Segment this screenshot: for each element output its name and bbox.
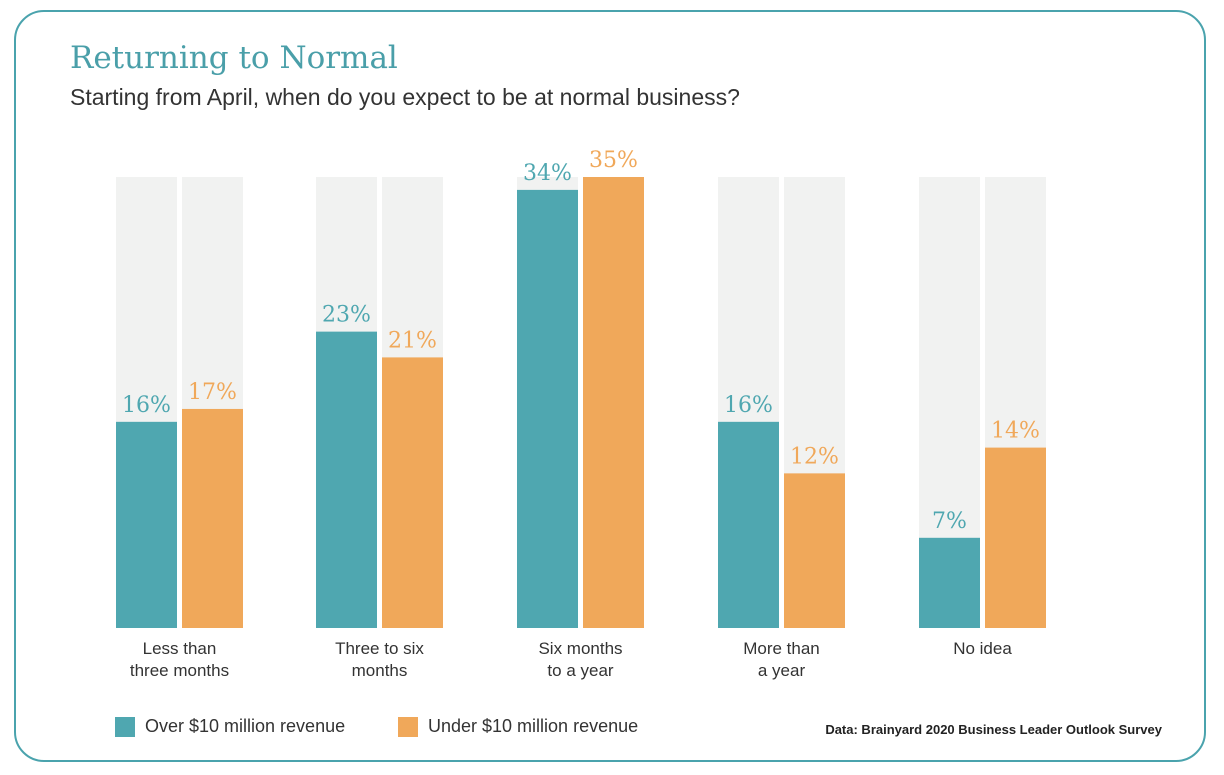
- bar-under: [182, 408, 243, 628]
- value-label: 35%: [589, 148, 638, 173]
- legend-swatch-under: [398, 716, 418, 737]
- chart-subtitle: Starting from April, when do you expect …: [70, 84, 740, 110]
- value-label: 7%: [932, 509, 967, 534]
- bar-under: [583, 177, 644, 628]
- bar-under: [382, 357, 443, 628]
- category-label: No idea: [953, 639, 1012, 658]
- data-source: Data: Brainyard 2020 Business Leader Out…: [825, 722, 1162, 737]
- value-label: 17%: [188, 380, 237, 405]
- legend-swatch-over: [115, 716, 135, 737]
- category-label: Six months to a year: [538, 639, 622, 680]
- bar-over: [116, 421, 177, 628]
- value-label: 12%: [790, 444, 839, 469]
- chart-title: Returning to Normal: [70, 40, 398, 76]
- bar-over: [718, 421, 779, 628]
- legend-item-over: Over $10 million revenue: [115, 716, 345, 737]
- bar-over: [517, 189, 578, 628]
- value-label: 16%: [122, 393, 171, 418]
- bar-over: [919, 537, 980, 628]
- category-label: More than a year: [743, 639, 820, 680]
- category-label: Three to six months: [335, 639, 424, 680]
- value-label: 14%: [991, 419, 1040, 444]
- bar-over: [316, 331, 377, 628]
- value-label: 23%: [322, 303, 371, 328]
- value-label: 16%: [724, 393, 773, 418]
- bar-under: [784, 473, 845, 628]
- bar-under: [985, 447, 1046, 628]
- legend-label-under: Under $10 million revenue: [428, 716, 639, 736]
- legend-item-under: Under $10 million revenue: [398, 716, 638, 737]
- category-label: Less than three months: [130, 639, 229, 680]
- value-label: 21%: [388, 328, 437, 353]
- value-label: 34%: [523, 161, 572, 186]
- legend-label-over: Over $10 million revenue: [145, 716, 346, 736]
